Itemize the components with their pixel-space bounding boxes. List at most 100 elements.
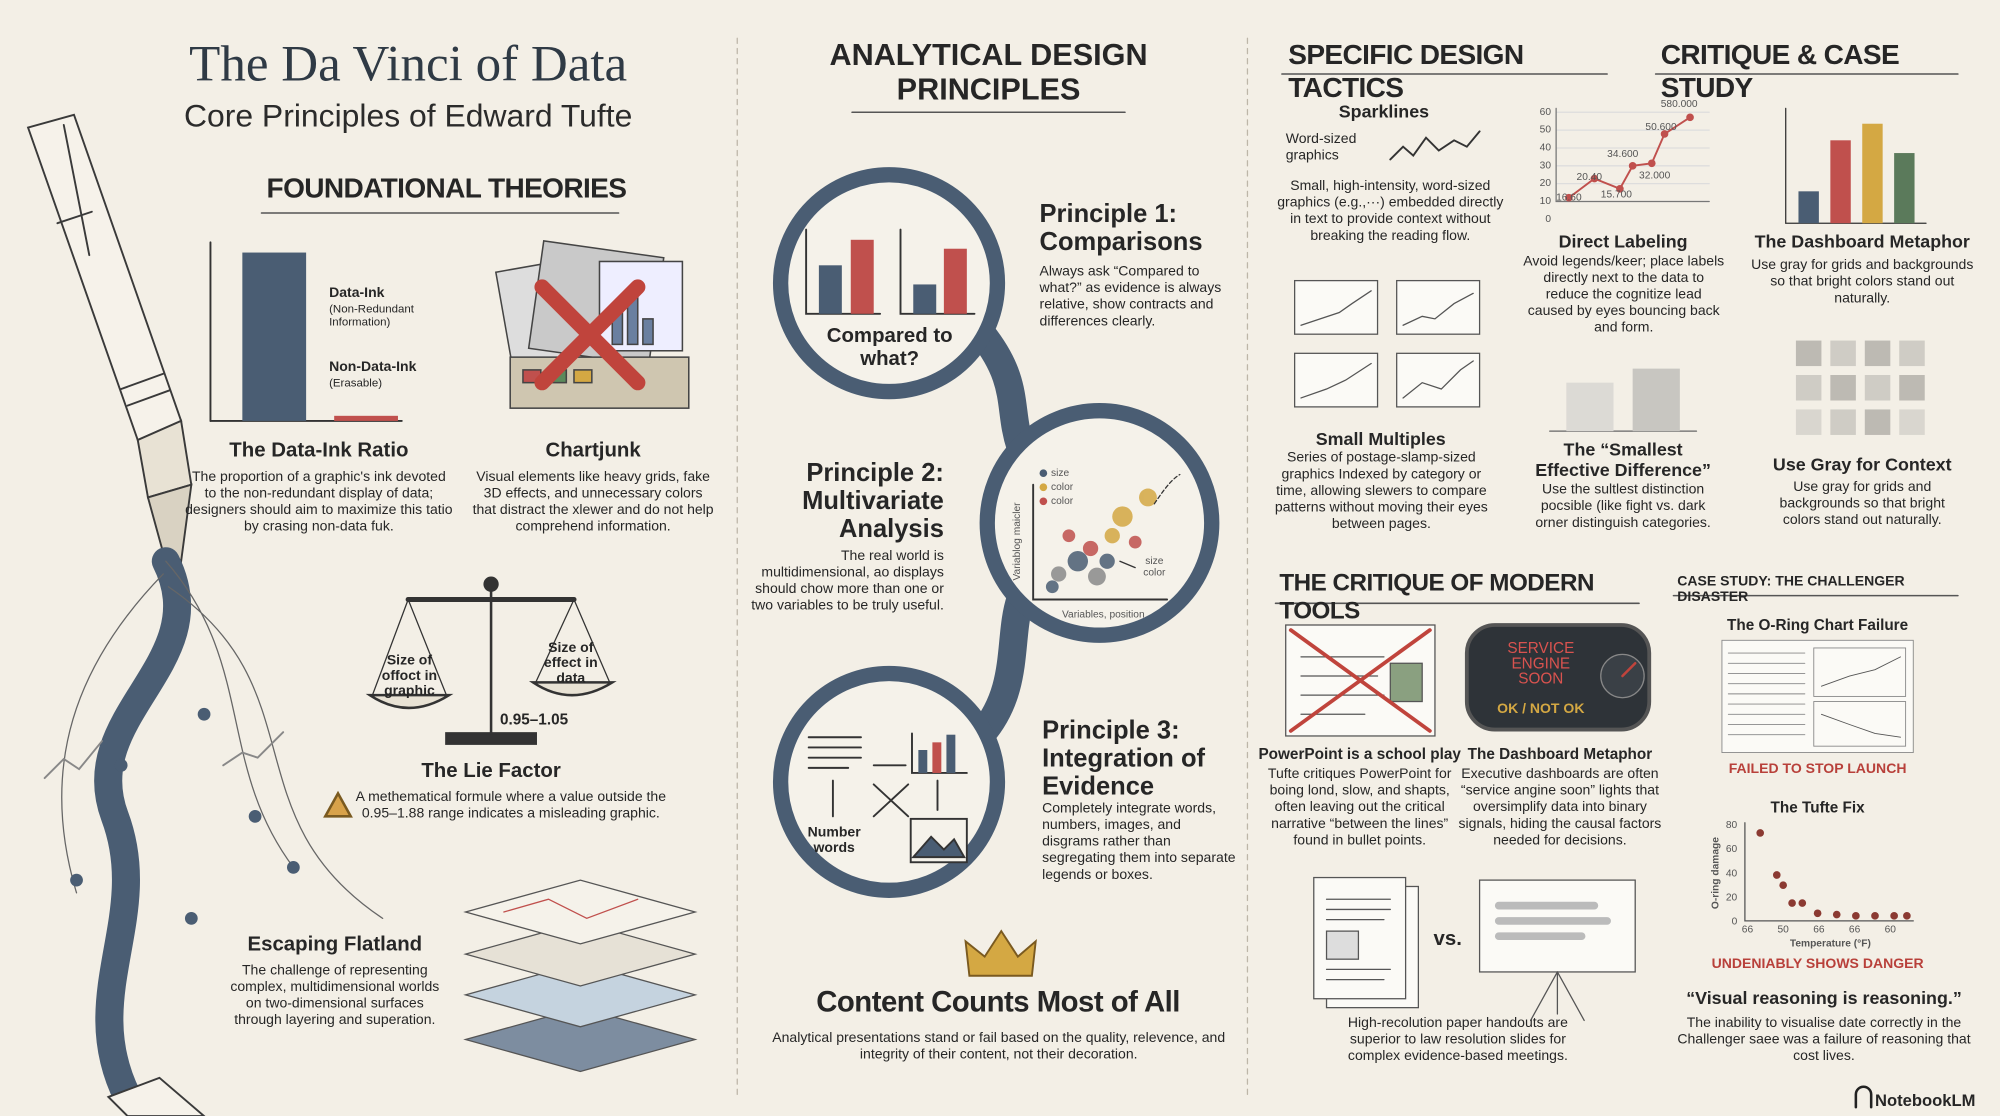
axis-2: 40 (1539, 141, 1552, 154)
powerpoint-icon (1285, 624, 1436, 737)
0-icon-label: Compared to what? (826, 325, 953, 370)
point-labels-1: 20.40 (1576, 170, 1603, 183)
data-ink-label-non: Non-Data-Ink (329, 359, 417, 375)
lie-factor-left-pan: Size of offoct in graphic (381, 653, 438, 699)
handouts-icon (1313, 876, 1636, 1022)
fix-x-label: Temperature (°F) (1789, 937, 1871, 949)
lie-factor-title: The Lie Factor (421, 760, 561, 782)
direct-labeling-title: Direct Labeling (1558, 230, 1688, 252)
lie-factor-right-pan: Size of effect in data (543, 640, 598, 687)
modern-tools-heading: THE CRITIQUE OF MODERN TOOLS (1279, 570, 1594, 625)
small-multiples-title: Small Multiples (1315, 428, 1446, 449)
gray-title: Use Gray for Context (1772, 454, 1952, 475)
axis-3: 30 (1539, 159, 1552, 171)
underlines (260, 73, 1959, 605)
dashboard-text: Executive dashboards are often “service … (1458, 766, 1662, 849)
flatland-text: The challenge of representing complex, m… (230, 963, 440, 1029)
footer-brand: NotebookLM (1874, 1090, 1976, 1110)
yticks-3: 20 (1725, 891, 1738, 904)
crown (964, 929, 1037, 977)
smallest-difference (1549, 368, 1698, 432)
smallest-difference-title: The “Smallest Effective Difference” (1535, 438, 1711, 480)
yticks-4: 0 (1731, 915, 1738, 928)
sparklines-title: Sparklines (1338, 100, 1430, 122)
dashboard-status: OK / NOT OK (1497, 701, 1585, 717)
integration-icon (807, 732, 968, 864)
yticks-2: 40 (1725, 867, 1738, 879)
gray-grid (1795, 340, 1925, 435)
1-x-label: Variables, position (1062, 608, 1145, 620)
fix-caption: UNDENIABLY SHOWS DANGER (1711, 956, 1924, 972)
axis-4: 20 (1539, 177, 1552, 189)
chartjunk-title: Chartjunk (545, 440, 641, 462)
powerpoint-title: PowerPoint is a school play (1258, 744, 1461, 763)
foundational-heading: FOUNDATIONAL THEORIES (266, 172, 627, 205)
data-ink-label-data-sub: (Non-Redundant Information) (329, 302, 414, 328)
0-text: Always ask “Compared to what?” as eviden… (1039, 264, 1222, 330)
dashboard-bars (1785, 107, 1927, 224)
pen-illustration (26, 113, 384, 1116)
xticks-2: 66 (1813, 923, 1825, 935)
1-title: Principle 2: Multivariate Analysis (802, 459, 944, 544)
chartjunk-illustration (494, 240, 690, 409)
case-study-heading: CASE STUDY: THE CHALLENGER DISASTER (1677, 573, 1905, 605)
sparklines-label: Word-sized graphics (1285, 131, 1357, 164)
tufte-fix-chart (1744, 822, 1914, 922)
point-labels-3: 34.600 (1607, 147, 1639, 160)
smallest-difference-text: Use the sultlest distinction pocsible (l… (1535, 482, 1711, 531)
oring-chart (1721, 639, 1914, 753)
dashboard-icon (1464, 623, 1652, 732)
point-labels-2: 15.700 (1600, 188, 1632, 201)
gray-text: Use gray for grids and backgrounds so th… (1779, 479, 1945, 529)
flatland-title: Escaping Flatland (247, 933, 423, 956)
sparklines-text: Small, high-intensity, word-sized graphi… (1277, 178, 1504, 244)
dashboard-text: Use gray for grids and backgrounds so th… (1751, 257, 1974, 307)
chartjunk-text: Visual elements like heavy grids, fake 3… (472, 469, 714, 535)
header-subtitle: Core Principles of Edward Tufte (183, 98, 633, 134)
dashboard-title: The Dashboard Metaphor (1467, 744, 1653, 763)
flatland-layers (463, 879, 698, 1073)
oring-title: The O-Ring Chart Failure (1727, 616, 1909, 634)
data-ink-label-non-sub: (Erasable) (329, 376, 383, 390)
handouts-vs: vs. (1433, 928, 1462, 951)
tactics-heading: SPECIFIC DESIGN TACTICS (1288, 38, 1524, 104)
content-text: Analytical presentations stand or fail b… (772, 1030, 1226, 1063)
1-text: The real world is multidimensional, ao d… (751, 548, 944, 614)
fix-title: The Tufte Fix (1770, 798, 1865, 817)
xticks-1: 50 (1777, 923, 1789, 935)
analytical-heading: ANALYTICAL DESIGN PRINCIPLES (829, 38, 1148, 108)
0-title: Principle 1: Comparisons (1039, 200, 1203, 257)
critique-heading: CRITIQUE & CASE STUDY (1660, 38, 1900, 104)
2-icon-label: Number words (807, 825, 861, 856)
sparkline (1389, 130, 1481, 161)
legend-1: color (1051, 480, 1074, 493)
small-multiples (1294, 279, 1481, 408)
legend-2: color (1051, 494, 1074, 507)
point-labels-6: 580.000 (1660, 98, 1698, 110)
handouts-text: High-recolution paper handouts are super… (1347, 1015, 1568, 1064)
comparison-icon (805, 228, 976, 315)
2-title: Principle 3: Integration of Evidence (1042, 716, 1206, 802)
axis-0: 60 (1539, 105, 1552, 118)
case-study-quote-text: The inability to visualise date correctl… (1677, 1015, 1971, 1064)
powerpoint-text: Tufte critiques PowerPoint for boing lon… (1267, 766, 1452, 849)
2-text: Completely integrate words, numbers, ima… (1042, 801, 1236, 883)
xticks-3: 66 (1848, 923, 1861, 935)
header-title: The Da Vinci of Data (189, 34, 628, 92)
axis-5: 10 (1539, 195, 1552, 207)
oring-caption: FAILED TO STOP LAUNCH (1728, 761, 1907, 777)
lie-factor-text: A methematical formule where a value out… (355, 789, 667, 822)
xticks-0: 66 (1741, 923, 1754, 935)
dashboard-title: The Dashboard Metaphor (1754, 230, 1970, 252)
yticks-1: 60 (1725, 843, 1738, 855)
axis-1: 50 (1539, 123, 1552, 136)
content-title: Content Counts Most of All (816, 984, 1180, 1018)
point-labels-5: 50.600 (1645, 121, 1677, 133)
point-labels-4: 32.000 (1639, 169, 1671, 182)
axis-6: 0 (1545, 213, 1552, 225)
scale-illustration (323, 576, 617, 818)
direct-labeling-chart (1555, 107, 1710, 203)
brand-icon (1854, 1085, 1873, 1109)
